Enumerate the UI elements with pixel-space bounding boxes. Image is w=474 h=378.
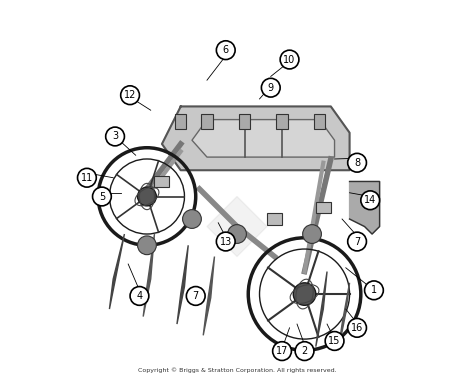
Text: 13: 13 <box>219 237 232 246</box>
Circle shape <box>216 232 235 251</box>
Polygon shape <box>192 119 335 157</box>
Polygon shape <box>109 234 125 309</box>
Circle shape <box>303 225 321 243</box>
Polygon shape <box>203 257 215 335</box>
Circle shape <box>361 191 380 210</box>
Circle shape <box>137 236 156 255</box>
Circle shape <box>228 225 246 243</box>
Polygon shape <box>349 181 380 234</box>
Text: 6: 6 <box>223 45 229 55</box>
Text: 1: 1 <box>371 285 377 295</box>
Text: 9: 9 <box>268 83 274 93</box>
Circle shape <box>261 78 280 97</box>
Text: 8: 8 <box>354 158 360 168</box>
Polygon shape <box>177 245 188 324</box>
Circle shape <box>365 281 383 300</box>
Circle shape <box>293 283 316 305</box>
Text: 7: 7 <box>354 237 360 246</box>
Text: 3: 3 <box>112 132 118 141</box>
Text: 17: 17 <box>276 346 288 356</box>
Circle shape <box>78 168 96 187</box>
Text: 16: 16 <box>351 323 363 333</box>
Text: 7: 7 <box>192 291 199 301</box>
Circle shape <box>121 86 139 105</box>
Text: 10: 10 <box>283 54 296 65</box>
Circle shape <box>130 287 149 305</box>
Polygon shape <box>338 283 349 350</box>
Polygon shape <box>207 197 267 257</box>
Circle shape <box>280 50 299 69</box>
Circle shape <box>348 232 366 251</box>
Circle shape <box>137 187 156 206</box>
FancyBboxPatch shape <box>239 114 250 129</box>
Polygon shape <box>162 107 349 170</box>
FancyBboxPatch shape <box>314 114 325 129</box>
FancyBboxPatch shape <box>316 202 331 214</box>
Text: 5: 5 <box>99 192 105 201</box>
FancyBboxPatch shape <box>267 214 282 225</box>
Circle shape <box>182 210 201 228</box>
Circle shape <box>273 342 292 361</box>
FancyBboxPatch shape <box>155 176 170 187</box>
Text: 2: 2 <box>301 346 308 356</box>
Circle shape <box>325 332 344 350</box>
Text: 12: 12 <box>124 90 136 100</box>
Text: Copyright © Briggs & Stratton Corporation. All rights reserved.: Copyright © Briggs & Stratton Corporatio… <box>137 367 337 373</box>
Circle shape <box>106 127 125 146</box>
FancyBboxPatch shape <box>201 114 213 129</box>
Circle shape <box>348 318 366 337</box>
Text: 11: 11 <box>81 173 93 183</box>
Text: 15: 15 <box>328 336 341 346</box>
Circle shape <box>216 41 235 60</box>
FancyBboxPatch shape <box>276 114 288 129</box>
Circle shape <box>295 342 314 361</box>
Circle shape <box>92 187 111 206</box>
Circle shape <box>348 153 366 172</box>
Circle shape <box>186 287 205 305</box>
Text: 14: 14 <box>364 195 376 205</box>
FancyBboxPatch shape <box>175 114 186 129</box>
Polygon shape <box>316 271 327 347</box>
Text: 4: 4 <box>137 291 143 301</box>
Polygon shape <box>143 234 155 317</box>
